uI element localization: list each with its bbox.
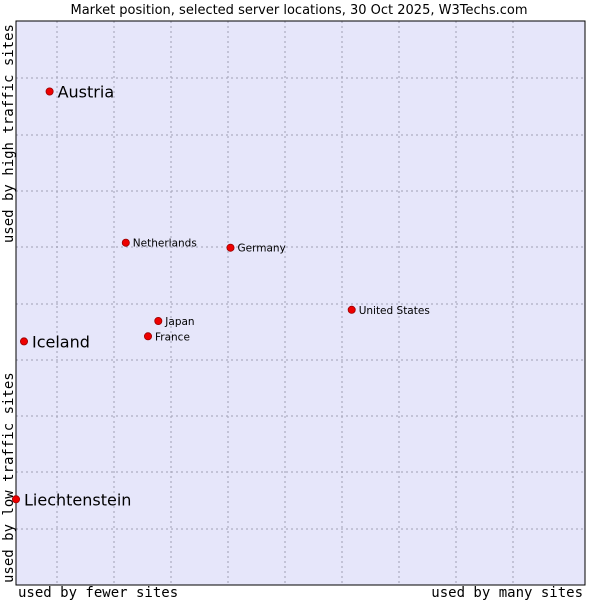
point-label-france: France	[155, 331, 190, 343]
y-axis-label-bottom: used by low traffic sites	[1, 372, 17, 583]
plot-area	[16, 21, 585, 585]
point-iceland	[19, 337, 28, 346]
point-germany	[226, 243, 235, 252]
point-label-united-states: United States	[359, 305, 430, 317]
point-label-austria: Austria	[58, 83, 115, 102]
point-united-states	[347, 305, 356, 314]
point-netherlands	[121, 238, 130, 247]
point-label-japan: Japan	[164, 316, 194, 328]
x-axis-label-right: used by many sites	[431, 585, 583, 600]
point-label-liechtenstein: Liechtenstein	[24, 490, 131, 509]
x-axis-label-left: used by fewer sites	[18, 585, 178, 600]
y-axis-label-top: used by high traffic sites	[1, 24, 17, 243]
plot-frame	[15, 20, 586, 586]
grid-lines	[16, 21, 585, 585]
point-liechtenstein	[11, 495, 20, 504]
point-france	[143, 332, 152, 341]
chart-title: Market position, selected server locatio…	[70, 3, 527, 18]
point-austria	[45, 87, 54, 96]
point-label-germany: Germany	[238, 243, 286, 255]
point-label-netherlands: Netherlands	[133, 238, 197, 250]
point-label-iceland: Iceland	[32, 332, 90, 351]
point-japan	[154, 316, 163, 325]
data-points: Austria Netherlands Germany United States Ja…	[11, 83, 430, 509]
